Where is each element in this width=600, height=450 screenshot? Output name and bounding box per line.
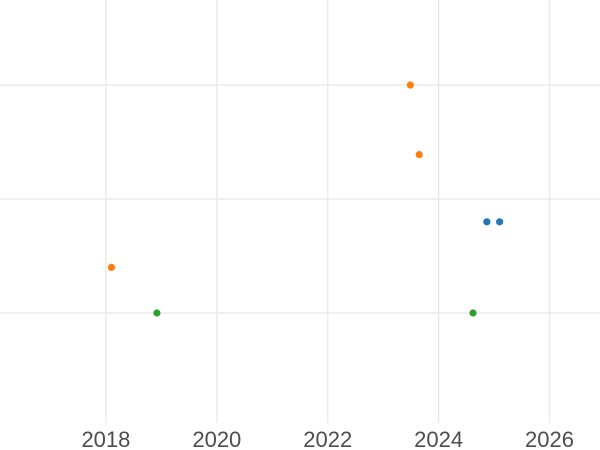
data-point xyxy=(469,309,477,317)
blue-series xyxy=(483,218,504,226)
x-tick-label: 2022 xyxy=(303,427,352,450)
data-point xyxy=(415,150,423,159)
data-point xyxy=(153,309,161,317)
vertical-gridlines xyxy=(105,0,551,423)
x-tick-label: 2026 xyxy=(525,427,574,450)
x-tick-label: 2024 xyxy=(414,427,463,450)
data-point xyxy=(107,263,116,272)
data-point xyxy=(406,81,414,89)
data-point xyxy=(496,218,504,226)
horizontal-gridlines xyxy=(0,84,600,314)
orange-series xyxy=(107,81,423,272)
x-tick-label: 2018 xyxy=(81,427,130,450)
x-tick-label: 2020 xyxy=(192,427,241,450)
data-point xyxy=(483,218,491,226)
green-series xyxy=(153,309,477,317)
x-tick-labels: 2018 2020 2022 2024 2026 xyxy=(81,427,574,450)
